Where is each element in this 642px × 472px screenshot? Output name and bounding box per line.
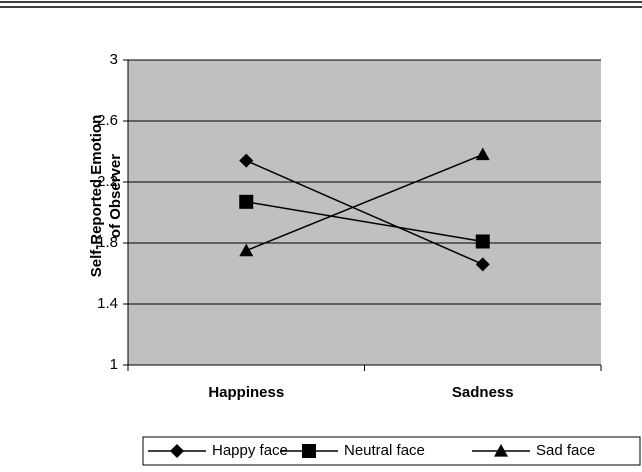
series-line	[246, 201, 483, 243]
y-tick-label: 1.4	[97, 295, 118, 312]
marker	[239, 153, 254, 168]
x-tick-label: Sadness	[452, 384, 514, 401]
series-line	[245, 153, 484, 252]
y-tick-label: 1.8	[97, 234, 118, 251]
legend-marker	[494, 444, 508, 457]
legend-label: Sad face	[536, 442, 595, 459]
x-tick-label: Happiness	[208, 384, 284, 401]
y-tick-label: 2.6	[97, 112, 118, 129]
marker	[239, 194, 254, 209]
y-axis-label: Self-Reported Emotion	[88, 115, 105, 278]
y-axis-label: of Observer	[107, 154, 124, 238]
y-tick-label: 1	[110, 356, 118, 373]
y-tick-label: 2.2	[97, 173, 118, 190]
marker	[475, 257, 490, 272]
marker	[475, 234, 490, 249]
marker	[475, 147, 490, 161]
legend	[142, 436, 641, 466]
series-line	[245, 159, 484, 266]
y-tick-label: 3	[110, 51, 118, 68]
legend-label: Neutral face	[344, 442, 425, 459]
marker	[239, 243, 254, 257]
legend-marker	[302, 444, 316, 458]
legend-marker	[170, 444, 184, 458]
legend-label: Happy face	[212, 442, 288, 459]
